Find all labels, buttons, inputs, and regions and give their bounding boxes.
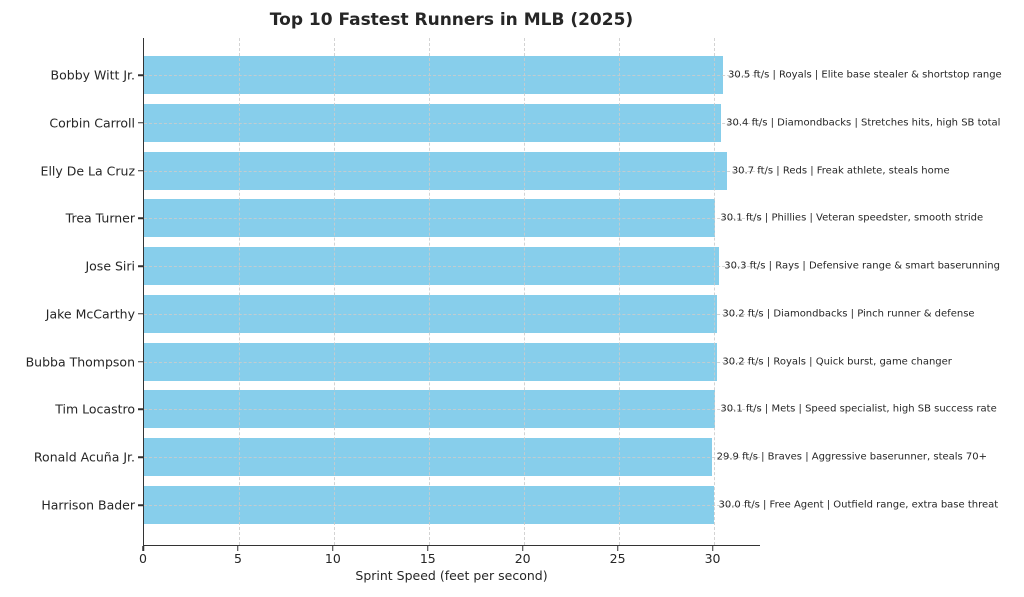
y-tick-mark [138, 360, 143, 363]
x-tick-mark [427, 546, 429, 551]
y-tick-mark [138, 169, 143, 172]
x-tick-mark [521, 546, 524, 551]
x-tick-label: 25 [609, 551, 626, 566]
y-tick-mark [138, 122, 143, 124]
bar-annotation: 30.2 ft/s | Diamondbacks | Pinch runner … [722, 308, 975, 320]
x-tick-mark [237, 546, 239, 551]
x-tick-mark [332, 546, 334, 551]
y-tick-mark [138, 74, 143, 76]
y-tick-mark [138, 504, 143, 506]
x-tick-label: 10 [324, 551, 341, 566]
h-gridline [144, 313, 760, 315]
bar-annotation: 30.0 ft/s | Free Agent | Outfield range,… [718, 499, 999, 511]
y-tick-label: Jose Siri [85, 258, 135, 274]
y-tick-mark [138, 408, 143, 411]
x-tick-label: 15 [419, 551, 436, 566]
y-tick-label: Corbin Carroll [49, 115, 135, 131]
x-tick-mark [711, 546, 714, 551]
y-tick-mark [138, 313, 143, 315]
y-tick-mark [138, 217, 143, 220]
bar-annotation: 30.1 ft/s | Phillies | Veteran speedster… [720, 212, 984, 224]
x-tick-label: 5 [233, 551, 242, 566]
v-gridline [713, 38, 715, 545]
x-tick-label: 30 [704, 551, 721, 566]
h-gridline [144, 218, 760, 220]
h-gridline [144, 505, 760, 507]
y-tick-label: Bobby Witt Jr. [50, 67, 135, 83]
x-tick-mark [616, 546, 619, 551]
h-gridline [144, 361, 760, 363]
bar-annotation: 29.9 ft/s | Braves | Aggressive baserunn… [716, 451, 988, 463]
h-gridline [144, 266, 760, 268]
y-tick-label: Elly De La Cruz [40, 163, 135, 179]
bar-annotation: 30.7 ft/s | Reds | Freak athlete, steals… [731, 165, 950, 177]
y-tick-label: Harrison Bader [41, 497, 135, 513]
h-gridline [144, 122, 760, 124]
h-gridline [144, 409, 760, 411]
y-tick-label: Ronald Acuña Jr. [33, 449, 135, 465]
chart-title: Top 10 Fastest Runners in MLB (2025) [269, 10, 634, 30]
bar-annotation: 30.3 ft/s | Rays | Defensive range & sma… [724, 260, 1000, 272]
h-gridline [144, 75, 760, 76]
bar-annotation: 30.4 ft/s | Diamondbacks | Stretches hit… [726, 117, 1001, 129]
h-gridline [144, 457, 760, 459]
bar-annotation: 30.1 ft/s | Mets | Speed specialist, hig… [720, 403, 997, 415]
plot-area: 30.5 ft/s | Royals | Elite base stealer … [143, 38, 1002, 546]
x-axis-label: Sprint Speed (feet per second) [355, 568, 548, 583]
v-gridline [618, 38, 620, 545]
y-tick-label: Bubba Thompson [25, 354, 135, 370]
bar-annotation: 30.2 ft/s | Royals | Quick burst, game c… [722, 356, 952, 368]
y-tick-mark [138, 456, 143, 458]
bar-annotation: 30.5 ft/s | Royals | Elite base stealer … [728, 69, 1002, 81]
x-tick-mark [142, 546, 144, 551]
v-gridline [428, 38, 430, 545]
h-gridline [144, 170, 760, 172]
v-gridline [238, 38, 240, 545]
y-tick-label: Tim Locastro [55, 401, 135, 417]
y-tick-mark [138, 265, 143, 267]
x-tick-label: 20 [514, 551, 531, 566]
x-tick-label: 0 [139, 551, 147, 566]
y-tick-label: Trea Turner [65, 210, 135, 226]
v-gridline [523, 38, 525, 545]
v-gridline [333, 38, 335, 545]
y-tick-label: Jake McCarthy [45, 306, 135, 322]
